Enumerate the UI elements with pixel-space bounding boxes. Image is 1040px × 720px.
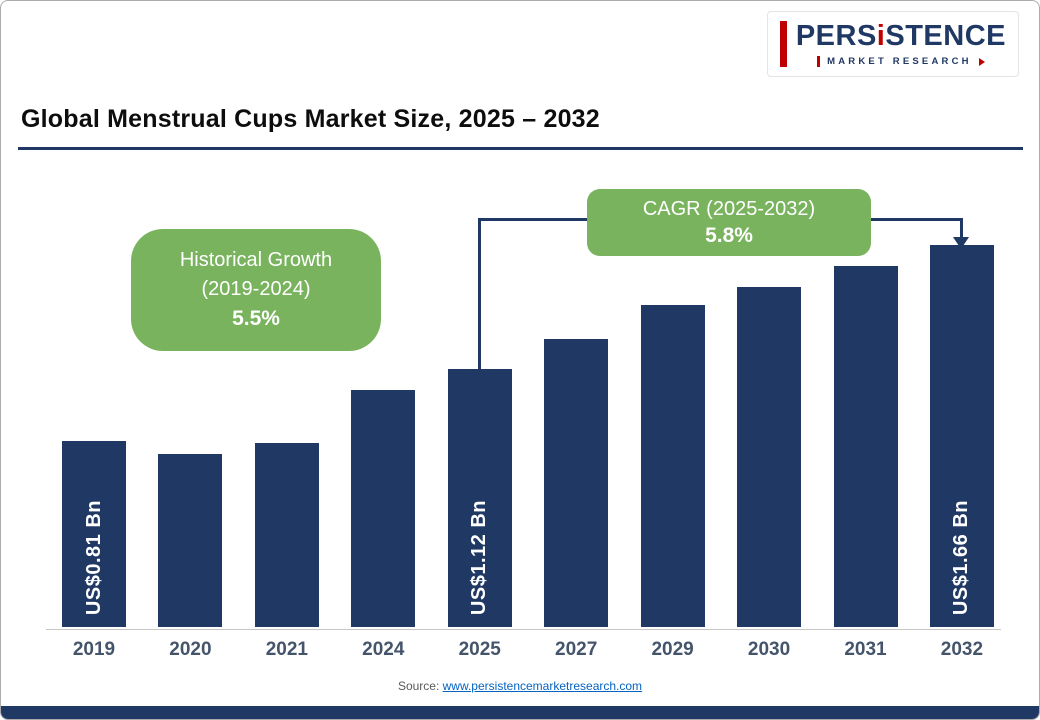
bar-2032: US$1.66 Bn — [929, 227, 994, 627]
cagr-connector-left-horizontal — [478, 218, 587, 221]
bar-rect-2021 — [254, 443, 319, 627]
logo: PERSiSTENCE MARKET RESEARCH — [766, 11, 1019, 78]
cagr-connector-left-vertical — [478, 218, 481, 373]
axis-label-2031: 2031 — [844, 639, 887, 660]
bar-2025: US$1.12 Bn — [447, 227, 512, 627]
bar-2030 — [737, 227, 802, 627]
axis-labels-row: 2019 2020 2021 2024 2025 2027 2029 2030 2031 2032 — [62, 639, 994, 661]
logo-brand-name: PERSiSTENCE — [796, 21, 1006, 51]
historical-growth-value: 5.5% — [232, 307, 280, 330]
source-line: Source: www.persistencemarketresearch.co… — [1, 679, 1039, 693]
source-link[interactable]: www.persistencemarketresearch.com — [442, 679, 643, 693]
bar-rect-2030 — [737, 287, 802, 627]
bottom-strip — [1, 706, 1039, 719]
bar-value-label-wrap: US$0.81 Bn — [62, 500, 126, 615]
bar-rect-2025: US$1.12 Bn — [447, 369, 512, 627]
cagr-value: 5.8% — [705, 224, 753, 247]
bar-value-label-wrap: US$1.66 Bn — [930, 500, 994, 615]
bar-rect-2032: US$1.66 Bn — [929, 245, 994, 627]
bar-rect-2029 — [640, 305, 705, 627]
bar-rect-2027 — [544, 339, 609, 627]
bar-2027 — [544, 227, 609, 627]
axis-label-2025: 2025 — [458, 639, 501, 660]
axis-label-2029: 2029 — [651, 639, 694, 660]
bar-2020 — [158, 227, 223, 627]
bar-value-label-2025: US$1.12 Bn — [468, 499, 491, 615]
arrow-down-icon — [953, 237, 969, 249]
arrow-right-icon — [978, 57, 985, 66]
logo-brand-suffix: STENCE — [885, 20, 1006, 52]
bar-2031 — [833, 227, 898, 627]
historical-growth-label: Historical Growth — [179, 249, 333, 271]
axis-label-2032: 2032 — [940, 639, 984, 660]
logo-subtitle: MARKET RESEARCH — [827, 56, 972, 68]
logo-red-square-icon — [817, 56, 821, 68]
cagr-label: CAGR (2025-2032) — [642, 198, 816, 220]
axis-label-2030: 2030 — [747, 639, 791, 660]
logo-brand-prefix: PERS — [795, 20, 877, 52]
bar-value-label-2032: US$1.66 Bn — [950, 499, 973, 615]
bars-row: US$0.81 Bn US$1.12 Bn US$1.66 Bn — [62, 227, 994, 627]
source-prefix: Source: — [397, 679, 440, 693]
title-underline — [18, 147, 1023, 150]
bar-2019: US$0.81 Bn — [62, 227, 126, 627]
logo-subtitle-row: MARKET RESEARCH — [796, 56, 1006, 68]
bar-value-label-wrap: US$1.12 Bn — [448, 500, 512, 615]
logo-brand-i: i — [876, 20, 886, 52]
axis-label-2027: 2027 — [555, 639, 598, 660]
cagr-connector-right-vertical — [960, 218, 963, 239]
bar-2024 — [351, 227, 416, 627]
bar-rect-2031 — [833, 266, 898, 627]
bar-2021 — [254, 227, 319, 627]
bar-2029 — [640, 227, 705, 627]
axis-label-2021: 2021 — [265, 639, 309, 660]
cagr-callout: CAGR (2025-2032) 5.8% — [587, 189, 871, 257]
axis-label-2020: 2020 — [169, 639, 212, 660]
historical-growth-callout: Historical Growth (2019-2024) 5.5% — [131, 229, 381, 352]
cagr-connector-right-horizontal — [859, 218, 963, 221]
x-axis-line — [46, 629, 1001, 630]
historical-growth-period: (2019-2024) — [201, 278, 311, 300]
logo-text: PERSiSTENCE MARKET RESEARCH — [796, 21, 1006, 68]
axis-label-2024: 2024 — [362, 639, 405, 660]
bar-value-label-2019: US$0.81 Bn — [82, 499, 105, 615]
axis-label-2019: 2019 — [72, 639, 116, 660]
bar-rect-2019: US$0.81 Bn — [62, 441, 126, 627]
logo-red-bar — [779, 21, 787, 68]
chart-title: Global Menstrual Cups Market Size, 2025 … — [21, 105, 600, 133]
bar-rect-2024 — [351, 390, 416, 627]
bar-rect-2020 — [158, 454, 223, 627]
